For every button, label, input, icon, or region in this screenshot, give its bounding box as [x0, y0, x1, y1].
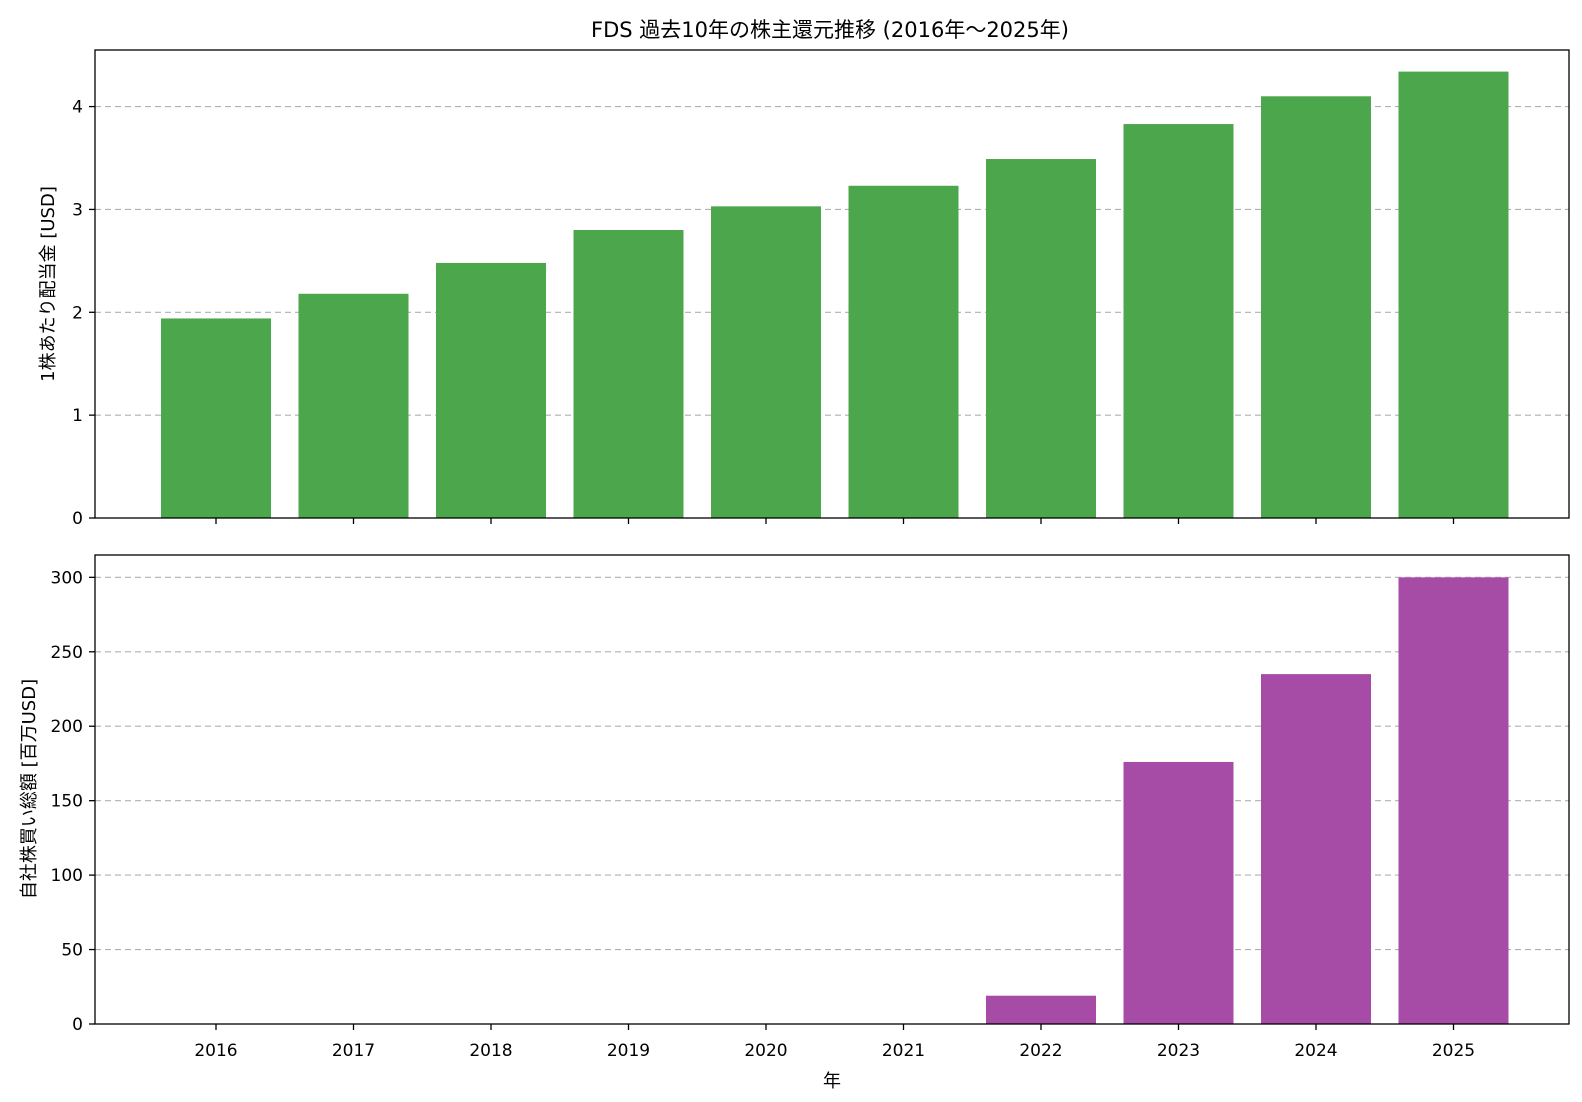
- dividend-y-tick-label: 4: [72, 98, 83, 118]
- x-tick-label-2016: 2016: [194, 1041, 237, 1061]
- buyback-bar-2025: [1398, 577, 1509, 1024]
- x-tick-label-2017: 2017: [332, 1041, 375, 1061]
- buyback-bars: [986, 577, 1509, 1024]
- x-tick-label-2019: 2019: [607, 1041, 650, 1061]
- x-tick-label-2021: 2021: [882, 1041, 925, 1061]
- x-tick-label-2025: 2025: [1432, 1041, 1475, 1061]
- x-axis-label: 年: [823, 1071, 841, 1092]
- dividend-bar-2019: [573, 230, 684, 518]
- x-tick-label-2020: 2020: [744, 1041, 787, 1061]
- buyback-bar-2023: [1123, 761, 1234, 1024]
- dividend-bar-2018: [436, 262, 546, 518]
- buyback-y-tick-label: 0: [72, 1015, 83, 1035]
- dividend-bars: [161, 71, 1509, 519]
- buyback-y-axis-label: 自社株買い総額 [百万USD]: [19, 679, 40, 899]
- x-tick-label-2018: 2018: [469, 1041, 512, 1061]
- dividend-y-tick-label: 1: [72, 406, 83, 426]
- buyback-bar-2024: [1261, 674, 1371, 1024]
- dividend-bar-2023: [1123, 124, 1234, 519]
- dividend-panel: 0 1 2 3 4 1株あたり配当金 [USD]: [38, 49, 1570, 529]
- dividend-bar-2017: [298, 293, 409, 518]
- dividend-bar-2025: [1398, 71, 1509, 518]
- dividend-bar-2022: [986, 159, 1096, 518]
- dividend-x-axis: [215, 518, 1455, 524]
- buyback-bar-2022: [986, 995, 1096, 1024]
- dividend-bar-2016: [161, 318, 271, 518]
- x-tick-label-2022: 2022: [1019, 1041, 1062, 1061]
- buyback-y-tick-label: 200: [51, 717, 83, 737]
- dividend-y-axis: 0 1 2 3 4: [72, 98, 95, 529]
- buyback-y-tick-label: 250: [51, 643, 83, 663]
- dividend-bar-2024: [1261, 96, 1371, 519]
- buyback-y-tick-label: 150: [51, 792, 83, 812]
- dividend-y-axis-label: 1株あたり配当金 [USD]: [38, 186, 59, 382]
- chart-title: FDS 過去10年の株主還元推移 (2016年～2025年): [591, 18, 1069, 42]
- buyback-y-tick-label: 100: [51, 866, 83, 886]
- dividend-y-tick-label: 3: [72, 200, 83, 220]
- buyback-y-axis: 0 50 100 150 200 250 300: [51, 568, 95, 1035]
- dividend-y-tick-label: 2: [72, 303, 83, 323]
- buyback-y-tick-label: 300: [51, 568, 83, 588]
- dividend-y-tick-label: 0: [72, 509, 83, 529]
- dividend-bar-2021: [848, 185, 959, 518]
- dividend-bar-2020: [711, 206, 821, 519]
- x-tick-label-2024: 2024: [1294, 1041, 1337, 1061]
- buyback-x-axis: 2016 2017 2018 2019 2020 2021 2022 2023 2024 2025: [194, 1024, 1475, 1061]
- buyback-grid: [95, 576, 1569, 951]
- x-tick-label-2023: 2023: [1157, 1041, 1200, 1061]
- dividend-plot-frame: [94, 49, 1570, 519]
- buyback-plot-frame: [94, 554, 1570, 1025]
- buyback-y-tick-label: 50: [61, 941, 83, 961]
